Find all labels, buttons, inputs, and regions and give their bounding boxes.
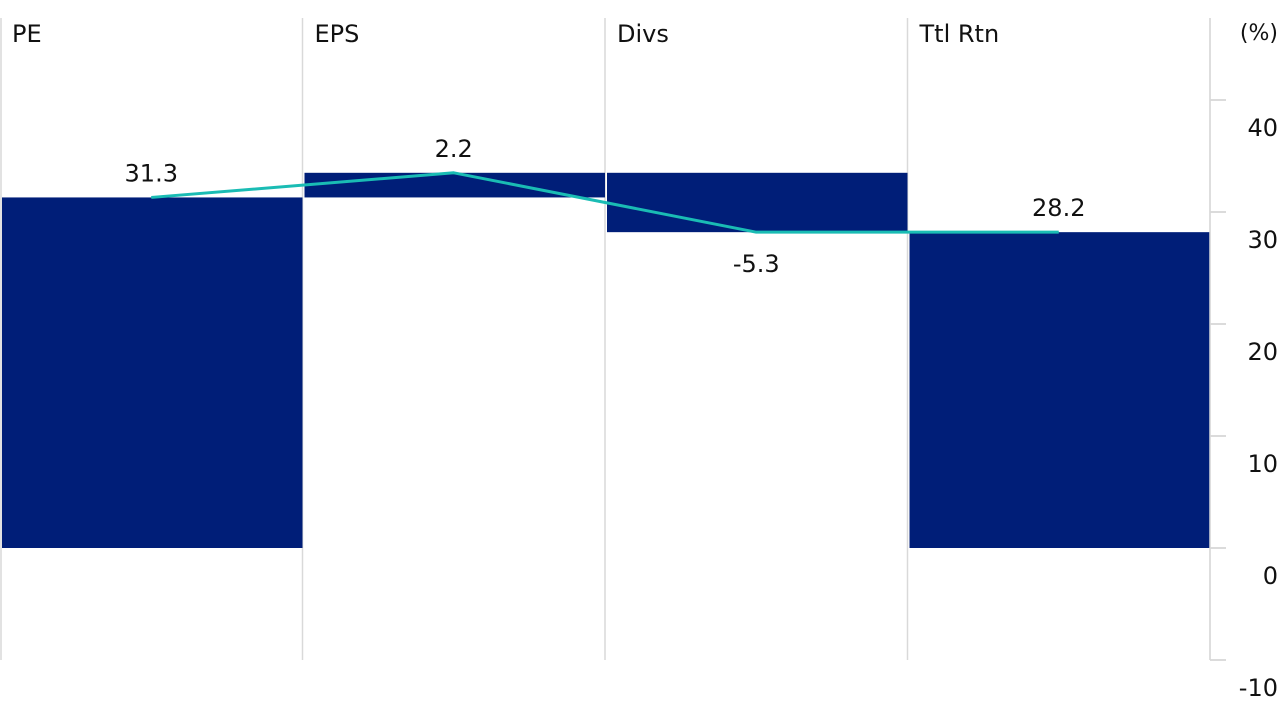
y-axis: -10 0 10 20 30 40 (%)	[1209, 18, 1278, 702]
cumulative-line	[151, 171, 1059, 234]
y-tick-label: 30	[1247, 226, 1278, 254]
category-label: Divs	[617, 20, 669, 48]
value-label: -5.3	[733, 250, 780, 278]
y-tick-label: 10	[1247, 450, 1278, 478]
value-label: 28.2	[1032, 194, 1085, 222]
bar-divs	[607, 172, 908, 233]
cumulative-line-group	[151, 171, 1059, 234]
labels: PE 31.3 EPS 2.2 Divs -5.3 Ttl Rtn 28.2	[12, 20, 1085, 278]
bar-pe	[2, 197, 303, 548]
y-tick-label: 20	[1247, 338, 1278, 366]
bar-ttl-rtn	[909, 232, 1210, 548]
y-tick-label: 40	[1247, 114, 1278, 142]
unit-label: (%)	[1240, 21, 1278, 46]
value-label: 31.3	[125, 159, 178, 187]
category-label: Ttl Rtn	[919, 20, 1000, 48]
value-label: 2.2	[435, 135, 473, 163]
bars	[2, 172, 1210, 548]
category-label: EPS	[315, 20, 360, 48]
y-tick-label: 0	[1263, 562, 1278, 590]
category-label: PE	[12, 20, 42, 48]
y-tick-label: -10	[1239, 674, 1278, 702]
